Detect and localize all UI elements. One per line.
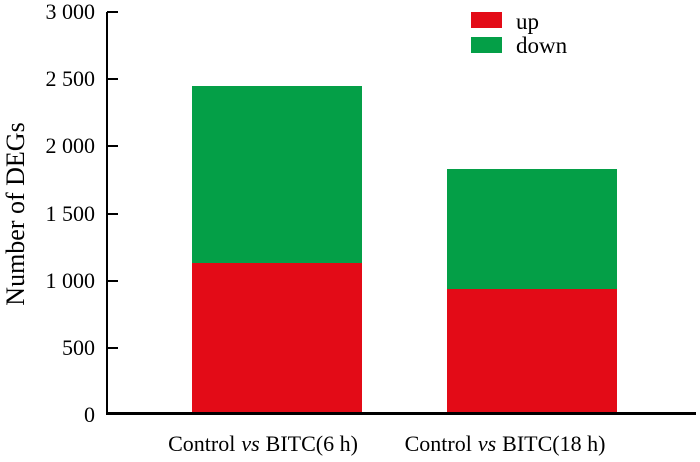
y-axis-title: Number of DEGs bbox=[1, 122, 30, 306]
y-tick-label: 500 bbox=[62, 334, 95, 360]
y-tick-label: 2 000 bbox=[45, 133, 96, 159]
y-tick-label: 1 000 bbox=[45, 267, 96, 293]
bar-segment-down-0 bbox=[192, 85, 362, 264]
bar-segment-up-0 bbox=[192, 263, 362, 415]
legend-swatch-down bbox=[471, 37, 502, 53]
x-axis-line bbox=[106, 412, 696, 415]
x-category-label-18h: Control vs BITC(18 h) bbox=[405, 431, 606, 457]
x-category-label-18h-vs: vs bbox=[477, 431, 497, 456]
x-category-label-18h-post: BITC(18 h) bbox=[502, 431, 606, 456]
bar-segment-up-1 bbox=[447, 288, 617, 415]
bar-segment-down-1 bbox=[447, 169, 617, 289]
y-tick-label: 0 bbox=[84, 402, 95, 427]
y-tick-label: 2 500 bbox=[45, 66, 96, 92]
y-tick-label: 3 000 bbox=[45, 0, 96, 24]
x-category-label-6h-post: BITC(6 h) bbox=[265, 431, 358, 456]
y-tick bbox=[107, 145, 118, 148]
y-tick bbox=[107, 11, 118, 13]
x-category-label-6h-vs: vs bbox=[241, 431, 260, 456]
y-tick bbox=[107, 346, 118, 349]
y-tick-label: 1 500 bbox=[45, 200, 96, 226]
y-tick bbox=[107, 279, 118, 282]
legend-label-up: up bbox=[516, 9, 539, 34]
x-category-label-18h-pre: Control bbox=[404, 431, 472, 456]
legend-swatch-up bbox=[471, 12, 502, 28]
y-tick bbox=[107, 78, 118, 81]
x-category-label-6h-pre: Control bbox=[168, 431, 236, 456]
x-category-label-6h: Control vs BITC(6 h) bbox=[168, 431, 358, 457]
legend-label-down: down bbox=[516, 33, 568, 58]
y-tick bbox=[107, 212, 118, 215]
